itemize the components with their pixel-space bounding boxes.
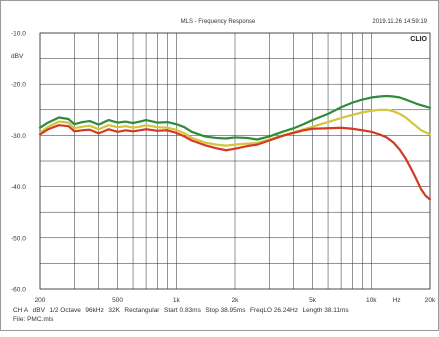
file-label: File: PMC.mls — [13, 316, 54, 323]
x-tick-label: 20k — [425, 297, 436, 304]
timestamp: 2019.11.26 14:59:19 — [372, 19, 427, 25]
chart-title: MLS - Frequency Response — [181, 19, 256, 25]
y-tick-label: -50.0 — [11, 235, 26, 242]
x-tick-label: 10k — [366, 297, 377, 304]
series-layer — [38, 94, 432, 201]
x-tick-label: Hz — [393, 297, 401, 304]
x-axis-ticks: 200 500 1k 2k 5k 10k Hz 20k — [35, 297, 436, 304]
setting-item: FreqLO 26.24Hz — [250, 307, 298, 314]
y-tick-label: -60.0 — [11, 287, 26, 294]
setting-item: Start 0.83ms — [164, 307, 202, 314]
x-tick-label: 2k — [232, 297, 240, 304]
y-unit-label: dBV — [11, 53, 24, 60]
x-tick-label: 1k — [173, 297, 181, 304]
setting-item: Length 38.11ms — [303, 307, 350, 314]
brand-label: CLIO — [410, 36, 427, 43]
x-tick-label: 5k — [309, 297, 317, 304]
setting-item: dBV — [33, 307, 46, 314]
y-tick-label: -40.0 — [11, 184, 26, 191]
series-line — [38, 108, 432, 147]
series-line — [38, 94, 432, 141]
setting-item: Stop 38.95ms — [205, 307, 246, 314]
y-tick-label: -10.0 — [11, 31, 26, 38]
series-line — [38, 124, 432, 201]
grid — [39, 32, 431, 290]
y-tick-label: -20.0 — [11, 82, 26, 89]
x-tick-label: 500 — [112, 297, 123, 304]
settings-bar: CH A dBV 1/2 Octave 96kHz 32K Rectangular Star… — [13, 307, 349, 314]
frequency-response-chart: MLS - Frequency Response 2019.11.26 14:5… — [11, 19, 436, 323]
setting-item: CH A — [13, 307, 29, 314]
x-tick-label: 200 — [35, 297, 46, 304]
setting-item: Rectangular — [124, 307, 160, 314]
setting-item: 1/2 Octave — [49, 307, 81, 314]
setting-item: 32K — [108, 307, 120, 314]
y-axis-ticks: -10.0 -20.0 -30.0 -40.0 -50.0 -60.0 — [11, 31, 26, 294]
setting-item: 96kHz — [85, 307, 103, 314]
y-tick-label: -30.0 — [11, 133, 26, 140]
